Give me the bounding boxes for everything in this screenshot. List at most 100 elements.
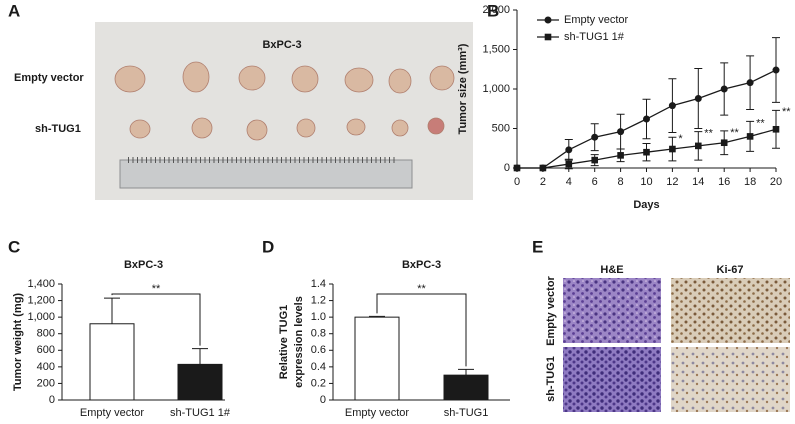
marker bbox=[591, 133, 599, 141]
marker bbox=[539, 164, 547, 172]
y-tick-label: 0.4 bbox=[311, 361, 326, 373]
annotation: ** bbox=[782, 106, 791, 118]
y-tick-label: 1,400 bbox=[27, 278, 55, 290]
y-tick-label: 0.2 bbox=[311, 377, 326, 389]
y-tick-label: 0 bbox=[320, 394, 326, 406]
y-axis-label: Tumor size (mm³) bbox=[457, 43, 469, 134]
y-tick-label: 0 bbox=[504, 162, 510, 174]
marker bbox=[695, 142, 702, 150]
tumor bbox=[182, 61, 210, 93]
histology-image bbox=[671, 278, 790, 343]
marker bbox=[617, 128, 625, 136]
y-tick-label: 1.4 bbox=[311, 278, 326, 290]
legend-label: sh-TUG1 1# bbox=[564, 31, 625, 43]
y-axis-label: expression levels bbox=[293, 296, 305, 388]
x-tick-label: Empty vector bbox=[80, 407, 145, 419]
marker bbox=[643, 148, 650, 156]
x-tick-label: 20 bbox=[770, 176, 782, 188]
tumor bbox=[391, 119, 409, 137]
row-label: sh-TUG1 bbox=[545, 356, 557, 402]
panel-label: D bbox=[262, 237, 274, 256]
chart-title: BxPC-3 bbox=[402, 259, 441, 271]
x-tick-label: sh-TUG1 bbox=[444, 407, 489, 419]
marker bbox=[565, 146, 573, 154]
tumor bbox=[346, 118, 366, 136]
marker bbox=[694, 94, 702, 102]
y-tick-label: 0.6 bbox=[311, 344, 326, 356]
tumor bbox=[429, 65, 455, 91]
marker bbox=[565, 160, 573, 168]
row-label: sh-TUG1 bbox=[35, 123, 81, 135]
ruler bbox=[119, 159, 413, 189]
tumor bbox=[246, 119, 268, 141]
y-tick-label: 600 bbox=[37, 344, 55, 356]
legend-label: Empty vector bbox=[564, 14, 629, 26]
legend-marker bbox=[544, 16, 552, 24]
row-label: Empty vector bbox=[14, 72, 84, 84]
y-tick-label: 1.0 bbox=[311, 311, 326, 323]
marker bbox=[669, 145, 676, 153]
error-bar bbox=[192, 348, 208, 365]
x-tick-label: 2 bbox=[540, 176, 546, 188]
tumor bbox=[344, 67, 374, 93]
marker bbox=[772, 66, 780, 74]
y-axis-label: Tumor weight (mg) bbox=[12, 293, 24, 392]
tumor bbox=[191, 117, 213, 139]
x-tick-label: 8 bbox=[618, 176, 624, 188]
legend-marker bbox=[544, 33, 552, 41]
marker bbox=[746, 133, 754, 140]
x-tick-label: Empty vector bbox=[345, 407, 410, 419]
x-tick-label: 16 bbox=[718, 176, 730, 188]
panel-label: B bbox=[487, 1, 499, 20]
y-tick-label: 800 bbox=[37, 328, 55, 340]
row-label: Empty vector bbox=[545, 275, 557, 345]
chart-title: BxPC-3 bbox=[124, 259, 163, 271]
y-tick-label: 1,200 bbox=[27, 294, 55, 306]
panel-label: C bbox=[8, 237, 20, 256]
annotation: ** bbox=[704, 128, 713, 140]
x-tick-label: sh-TUG1 1# bbox=[170, 407, 231, 419]
marker bbox=[720, 139, 728, 147]
marker bbox=[746, 79, 754, 87]
x-tick-label: 4 bbox=[566, 176, 572, 188]
bar bbox=[443, 374, 489, 401]
y-tick-label: 1,000 bbox=[482, 83, 510, 95]
histology-image bbox=[563, 347, 661, 412]
y-tick-label: 500 bbox=[492, 122, 510, 134]
bar bbox=[354, 316, 400, 401]
x-tick-label: 18 bbox=[744, 176, 756, 188]
y-tick-label: 1,000 bbox=[27, 311, 55, 323]
annotation: * bbox=[678, 133, 683, 145]
significance-label: ** bbox=[417, 283, 426, 295]
x-axis-label: Days bbox=[633, 199, 659, 211]
marker bbox=[772, 125, 780, 133]
x-tick-label: 0 bbox=[514, 176, 520, 188]
error-bar bbox=[458, 368, 474, 376]
column-label: H&E bbox=[600, 264, 623, 276]
marker bbox=[591, 156, 598, 164]
error-bar bbox=[104, 297, 120, 324]
marker bbox=[617, 152, 624, 159]
marker bbox=[668, 102, 676, 110]
y-tick-label: 0.8 bbox=[311, 328, 326, 340]
x-tick-label: 12 bbox=[666, 176, 678, 188]
tumors bbox=[114, 61, 455, 141]
photo-title: BxPC-3 bbox=[262, 39, 301, 51]
y-tick-label: 1.2 bbox=[311, 294, 326, 306]
histology-image bbox=[671, 347, 790, 412]
tumor bbox=[291, 65, 319, 93]
x-tick-label: 10 bbox=[640, 176, 652, 188]
tumor bbox=[427, 117, 445, 135]
histology-image bbox=[563, 278, 661, 343]
marker bbox=[643, 115, 650, 123]
significance-label: ** bbox=[152, 283, 161, 295]
x-tick-label: 6 bbox=[592, 176, 598, 188]
y-tick-label: 0 bbox=[49, 394, 55, 406]
tumor bbox=[114, 65, 146, 93]
x-tick-label: 14 bbox=[692, 176, 704, 188]
annotation: ** bbox=[756, 117, 765, 129]
tumor bbox=[129, 119, 151, 139]
tumor bbox=[388, 68, 412, 94]
significance-bracket bbox=[376, 293, 467, 367]
